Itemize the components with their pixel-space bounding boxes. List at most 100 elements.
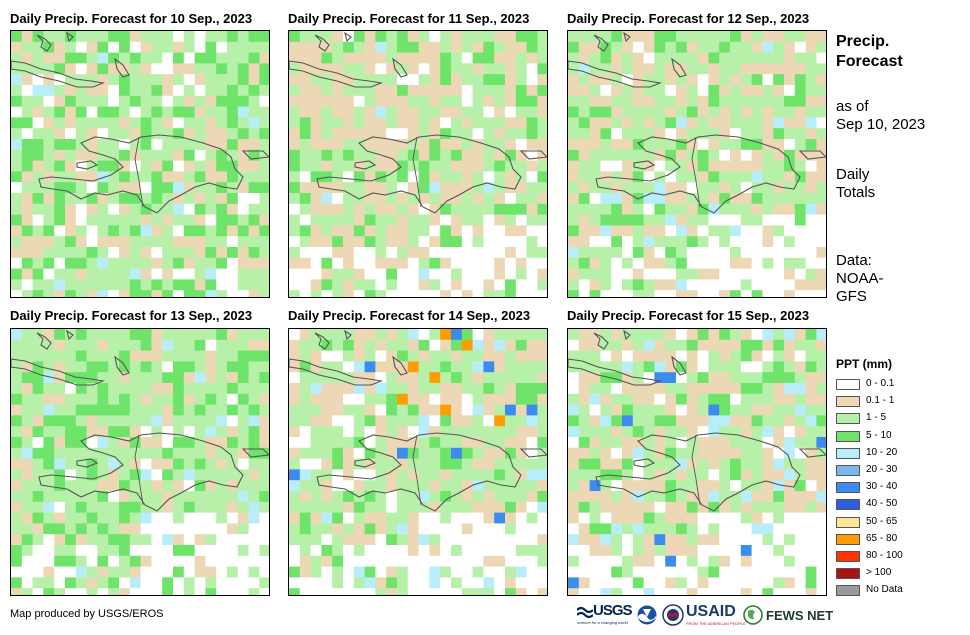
precip-cell [697, 171, 709, 183]
precip-cell [451, 480, 463, 492]
precip-cell [97, 491, 109, 503]
precip-cell [472, 31, 484, 43]
precip-cell [353, 106, 366, 118]
precip-cell [589, 290, 601, 297]
precip-cell [730, 447, 742, 460]
precip-cell [451, 501, 463, 514]
precip-cell [494, 480, 506, 492]
precip-cell [386, 329, 398, 341]
precip-map-3 [567, 30, 827, 298]
precip-cell [794, 214, 807, 226]
precip-cell [119, 41, 131, 54]
precip-cell [397, 361, 409, 373]
precip-cell [440, 257, 452, 270]
precip-cell [440, 555, 452, 568]
precip-cell [505, 52, 517, 64]
precip-cell [451, 437, 463, 449]
precip-cell [676, 501, 688, 514]
precip-cell [483, 566, 495, 578]
precip-cell [805, 85, 817, 97]
precip-cell [364, 480, 376, 492]
precip-cell [578, 95, 591, 108]
precip-cell [461, 566, 474, 578]
precip-cell [730, 52, 742, 64]
precip-cell [643, 588, 655, 595]
precip-cell [97, 566, 109, 578]
precip-cell [730, 566, 742, 578]
precip-cell [227, 160, 239, 172]
precip-cell [386, 182, 398, 194]
precip-cell [332, 52, 344, 64]
precip-cell [97, 128, 109, 140]
precip-cell [321, 447, 333, 460]
precip-cell [451, 350, 463, 362]
precip-cell [451, 128, 463, 140]
precip-cell [108, 350, 120, 362]
precip-cell [194, 182, 206, 194]
precip-cell [216, 85, 228, 97]
precip-cell [205, 588, 217, 595]
precip-cell [129, 555, 142, 568]
precip-cell [321, 257, 333, 270]
precip-cell [237, 74, 250, 86]
precip-cell [568, 128, 580, 140]
precip-cell [730, 74, 742, 86]
precip-cell [21, 160, 34, 172]
precip-cell [611, 491, 623, 503]
precip-cell [578, 404, 591, 416]
gonave-outline [354, 160, 377, 170]
precip-cell [289, 31, 301, 43]
precip-cell [151, 279, 163, 291]
precip-cell [719, 480, 731, 492]
precip-cell [75, 236, 88, 248]
precip-cell [289, 193, 301, 205]
precip-cell [397, 214, 409, 226]
precip-cell [451, 339, 463, 352]
precip-cell [86, 458, 98, 470]
precip-grid [11, 329, 269, 595]
precip-cell [375, 160, 387, 172]
precip-cell [418, 203, 430, 216]
precip-cell [407, 214, 420, 226]
precip-cell [140, 95, 152, 108]
precip-cell [686, 74, 699, 86]
precip-cell [140, 171, 152, 183]
precip-cell [289, 52, 301, 64]
precip-cell [65, 117, 77, 129]
precip-cell [515, 534, 528, 546]
precip-cell [205, 268, 217, 280]
legend-label: 0.1 - 1 [866, 395, 895, 407]
precip-cell [505, 545, 517, 557]
precip-cell [483, 63, 495, 75]
precip-cell [129, 106, 142, 118]
precip-cell [364, 160, 376, 172]
precip-cell [227, 203, 239, 216]
precip-cell [332, 480, 344, 492]
precip-cell [11, 372, 23, 384]
precip-cell [289, 404, 301, 416]
precip-cell [816, 214, 826, 226]
precip-cell [194, 41, 206, 54]
precip-cell [773, 469, 785, 481]
precip-cell [332, 160, 344, 172]
precip-cell [32, 383, 44, 395]
precip-cell [708, 117, 720, 129]
precip-cell [632, 257, 645, 270]
precip-cell [129, 372, 142, 384]
precip-cell [151, 106, 163, 118]
precip-cell [418, 383, 430, 395]
bahamas-outline [66, 329, 74, 341]
precip-cell [216, 214, 228, 226]
precip-cell [622, 149, 634, 162]
precip-cell [259, 523, 269, 535]
precip-cell [310, 279, 322, 291]
precip-cell [762, 566, 774, 578]
precip-cell [643, 545, 655, 557]
precip-cell [386, 160, 398, 172]
precip-cell [676, 95, 688, 108]
precip-cell [43, 128, 55, 140]
precip-cell [227, 469, 239, 481]
precip-cell [289, 372, 301, 384]
precip-cell [227, 329, 239, 341]
precip-cell [407, 566, 420, 578]
